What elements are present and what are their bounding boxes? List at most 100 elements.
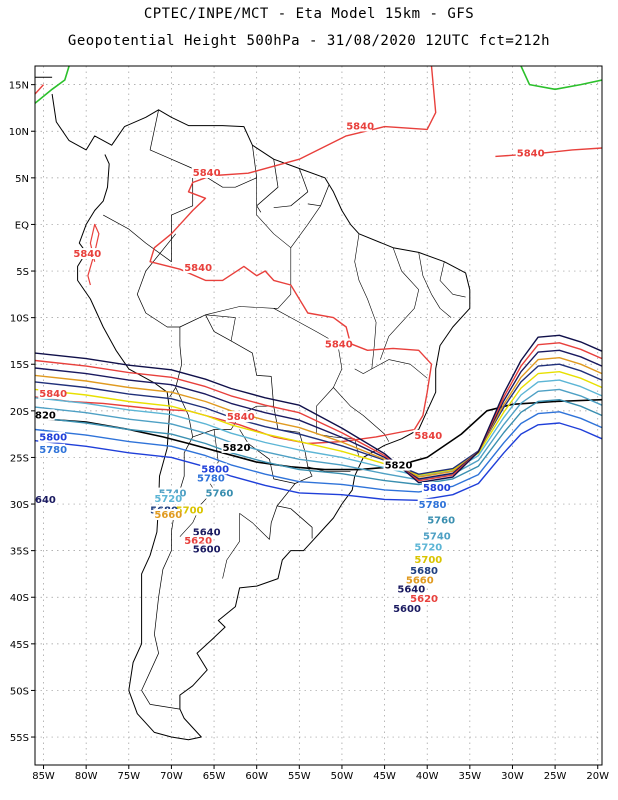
contour-label-l5840d: 5840 <box>73 249 101 260</box>
contour-label-bg <box>157 487 185 499</box>
lon-tick-label: 50W <box>331 771 354 782</box>
contour-label-l5840g: 5840 <box>39 389 67 400</box>
contour-label-l5840f: 5840 <box>325 339 353 350</box>
contour-5740 <box>35 388 602 481</box>
country-border-4 <box>273 168 309 209</box>
contour-label-bg <box>72 248 100 260</box>
coastline-caribbean <box>154 47 184 54</box>
contour-5660 <box>35 357 602 478</box>
contour-5860-west <box>35 66 70 104</box>
contour-label-bg <box>191 166 219 178</box>
contour-label-bg <box>196 472 223 484</box>
contour-label-l5820b: 5820 <box>223 443 251 454</box>
lat-tick-label: 10S <box>10 314 29 325</box>
state-border-11 <box>273 247 292 309</box>
contour-label-l5780a: 5780 <box>39 445 67 456</box>
contour-label-l5840e: 5840 <box>184 263 212 274</box>
contour-5840-north <box>207 66 437 177</box>
country-border-1 <box>136 233 183 398</box>
country-border-5 <box>307 184 330 207</box>
contour-label-bg <box>323 338 351 350</box>
lat-tick-label: 5N <box>15 174 29 185</box>
lon-tick-label: 45W <box>373 771 396 782</box>
state-border-0 <box>256 177 321 248</box>
contour-5760 <box>35 399 602 486</box>
contour-label-bg <box>409 592 436 604</box>
lon-tick-label: 55W <box>288 771 311 782</box>
lat-tick-label: 15S <box>10 360 29 371</box>
contour-label-l5820a: 820 <box>35 410 56 421</box>
contour-label-bg <box>421 481 449 493</box>
height-contours <box>35 66 602 501</box>
contour-5800 <box>35 422 602 501</box>
contour-label-l5800a: 5800 <box>39 433 67 444</box>
contour-5600 <box>35 334 602 484</box>
contour-label-l5700b: 5700 <box>414 555 442 566</box>
contour-label-l5660a: 5660 <box>154 510 182 521</box>
lon-tick-label: 25W <box>544 771 567 782</box>
contour-label-bg <box>191 526 219 538</box>
state-border-7 <box>333 387 390 442</box>
lat-tick-label: 5S <box>16 267 29 278</box>
state-border-5 <box>439 261 466 298</box>
contour-label-bg <box>383 459 411 471</box>
contour-label-l5760a: 5760 <box>206 489 234 500</box>
lat-tick-label: 35S <box>10 547 29 558</box>
contour-label-bg <box>183 535 211 547</box>
contour-label-bg <box>404 574 432 586</box>
lat-tick-label: 30S <box>10 500 29 511</box>
map-frame <box>34 65 603 766</box>
contour-label-l5760b: 5760 <box>427 516 455 527</box>
lat-tick-label: 10N <box>9 127 29 138</box>
lat-tick-label: 15N <box>9 81 29 92</box>
contour-label-bg <box>345 120 373 132</box>
lon-tick-label: 30W <box>501 771 524 782</box>
state-border-6 <box>371 359 428 379</box>
contour-label-bg <box>38 387 66 399</box>
contour-label-l5620a: 5620 <box>184 536 212 547</box>
contour-label-bg <box>392 603 419 615</box>
contour-label-bg <box>515 147 543 159</box>
contour-label-l5640b: 5640 <box>397 585 425 596</box>
contour-label-bg <box>396 583 424 595</box>
contour-label-bg <box>191 543 219 555</box>
lat-tick-label: EQ <box>15 220 29 231</box>
contour-label-l5740b: 5740 <box>423 531 451 542</box>
contour-label-bg <box>417 498 445 510</box>
contour-label-l5720a: 5720 <box>154 494 182 505</box>
contour-5840-nw <box>35 84 45 95</box>
contour-5780 <box>35 411 602 493</box>
contour-label-l5640c: 640 <box>35 495 56 506</box>
axis-ticks: 85W 80W 75W 70W 65W 60W 55W 50W 45W 40W 35W 30W 25W 2… <box>9 81 609 782</box>
contour-label-bg <box>413 553 441 565</box>
contour-label-bg <box>38 443 66 455</box>
contour-label-l5840c: 5840 <box>193 168 221 179</box>
contour-5840-main <box>35 177 433 445</box>
lon-tick-label: 70W <box>160 771 183 782</box>
state-border-2 <box>354 233 377 374</box>
lat-tick-label: 55S <box>10 733 29 744</box>
contour-label-bg <box>200 463 228 475</box>
contour-label-l5700a: 5700 <box>176 505 204 516</box>
contour-label-l5800b: 5800 <box>201 464 229 475</box>
map-title-line2: Geopotential Height 500hPa - 31/08/2020 … <box>67 33 551 49</box>
contour-5860-east <box>520 66 602 91</box>
state-border-10 <box>205 314 236 341</box>
contour-label-l5640a: 5640 <box>193 528 221 539</box>
lat-tick-label: 40S <box>10 593 29 604</box>
lon-tick-label: 85W <box>32 771 55 782</box>
contour-label-l5600b: 5600 <box>393 604 421 615</box>
contour-label-l5720b: 5720 <box>414 543 442 554</box>
lat-tick-label: 20S <box>10 407 29 418</box>
contour-5820 <box>35 398 602 471</box>
contour-label-l5840a: 5840 <box>346 121 374 132</box>
contour-5640 <box>35 349 602 480</box>
state-border-1 <box>205 306 343 435</box>
contour-label-bg <box>221 441 249 453</box>
contour-label-bg <box>183 262 211 274</box>
contour-label-bg <box>38 431 66 443</box>
contour-label-l5800c: 5800 <box>423 483 451 494</box>
contour-label-l5840b: 5840 <box>517 148 545 159</box>
contour-label-l5840h: 5840 <box>227 412 255 423</box>
